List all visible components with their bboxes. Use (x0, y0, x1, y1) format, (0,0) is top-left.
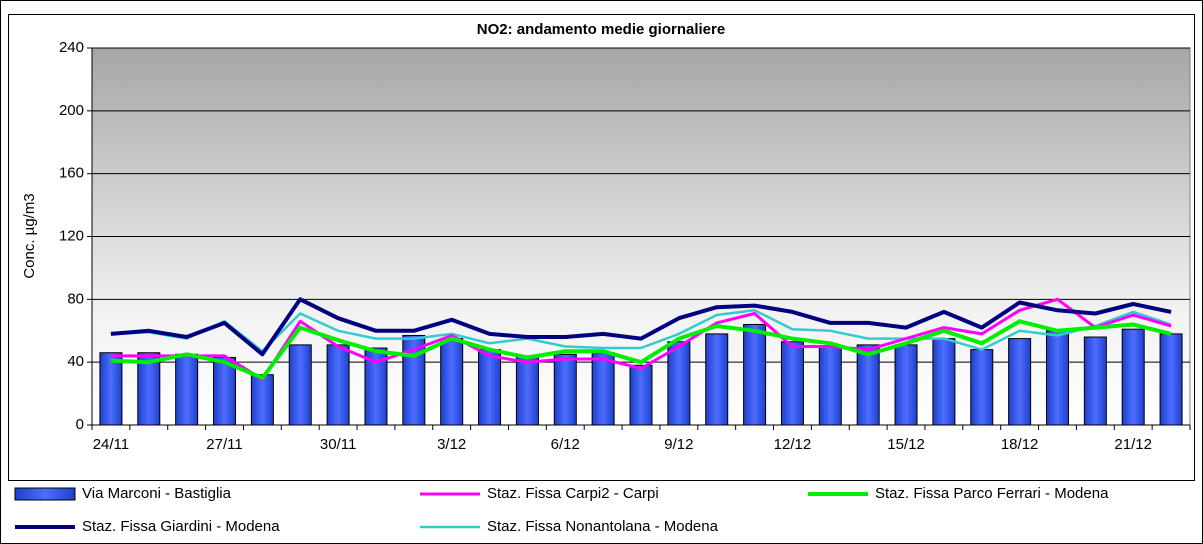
bar (1045, 330, 1069, 426)
bar (175, 353, 199, 426)
series-line (110, 297, 1172, 357)
chart-title: NO2: andamento medie giornaliere (477, 21, 725, 38)
x-tick-label: 18/12 (1001, 436, 1039, 453)
bar (326, 344, 350, 426)
bar (478, 349, 502, 426)
bar (1159, 333, 1183, 426)
bar (667, 341, 691, 426)
y-tick-label: 160 (59, 165, 84, 182)
bar (288, 344, 312, 426)
legend-label: Via Marconi - Bastiglia (82, 485, 232, 502)
bar (364, 347, 388, 426)
y-tick-label: 40 (67, 353, 84, 370)
bar (780, 341, 804, 426)
y-axis-label: Conc. µg/m3 (21, 193, 38, 278)
x-tick-label: 27/11 (206, 436, 242, 453)
legend-swatch (14, 487, 76, 501)
bar (932, 338, 956, 426)
y-tick-label: 0 (76, 416, 84, 433)
bar (1121, 328, 1145, 426)
x-tick-label: 21/12 (1114, 436, 1152, 453)
bar (818, 345, 842, 426)
x-tick-label: 9/12 (664, 436, 693, 453)
bar (137, 352, 161, 426)
bar (99, 352, 123, 426)
series-line (110, 319, 1172, 380)
series-line (110, 309, 1172, 353)
series-line (110, 297, 1172, 381)
y-tick-label: 200 (59, 102, 84, 119)
x-tick-label: 12/12 (774, 436, 812, 453)
bar (705, 333, 729, 426)
x-tick-label: 24/11 (93, 436, 129, 453)
y-tick-label: 120 (59, 227, 84, 244)
bar (250, 374, 274, 426)
bar (629, 364, 653, 426)
bar (970, 349, 994, 426)
bar (856, 344, 880, 426)
y-tick-label: 80 (67, 290, 84, 307)
bar (515, 355, 539, 426)
y-tick-label: 240 (59, 39, 84, 56)
bar (402, 334, 426, 426)
bar (1008, 338, 1032, 426)
bar (440, 338, 464, 426)
x-tick-label: 30/11 (320, 436, 356, 453)
legend-label: Staz. Fissa Giardini - Modena (82, 518, 280, 535)
bar (591, 352, 615, 426)
legend-label: Staz. Fissa Parco Ferrari - Modena (875, 485, 1109, 502)
legend-label: Staz. Fissa Nonantolana - Modena (487, 518, 719, 535)
x-tick-label: 6/12 (551, 436, 580, 453)
bar (743, 323, 767, 426)
legend-label: Staz. Fissa Carpi2 - Carpi (487, 485, 659, 502)
bar (213, 356, 237, 426)
x-tick-label: 3/12 (437, 436, 466, 453)
bar (894, 344, 918, 426)
bar (1083, 336, 1107, 426)
x-tick-label: 15/12 (887, 436, 925, 453)
bar (553, 353, 577, 426)
